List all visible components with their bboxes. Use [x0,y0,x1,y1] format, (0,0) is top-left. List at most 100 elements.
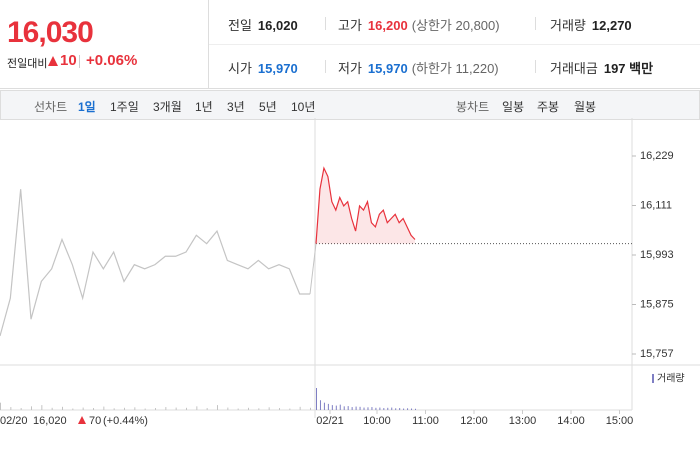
divider [535,60,536,73]
prev-change: 70 [89,415,101,427]
volume-bar [391,407,393,410]
volume-bar [124,407,125,410]
volume-bar [343,406,345,410]
stat-value: 16,020 [257,18,298,33]
x-tick-label: 10:00 [363,415,391,427]
stat-label: 고가 [338,18,362,33]
candle-tab[interactable]: 주봉 [537,100,560,114]
volume-bar [217,405,218,410]
volume-bar [20,408,22,410]
volume-bar [375,407,377,410]
volume-bar [31,406,32,410]
volume-bar [335,405,337,410]
up-icon [48,56,58,66]
tab-bar: 선차트 1일 1주일 3개월 1년 3년 5년 10년 봉차트 일봉 주봉 월봉 [0,90,700,120]
volume-bar [155,408,156,410]
stat: 거래량 12,270 [550,15,632,34]
period-tab[interactable]: 10년 [291,100,316,114]
volume-bar [227,407,229,410]
day-join [309,243,317,295]
price: 16,030 [7,16,94,49]
volume-bar [175,407,177,410]
y-tick-label: 15,757 [640,348,674,360]
divider [209,44,700,45]
change-rate: +0.06% [86,52,138,69]
x-tick-label: 15:00 [606,415,634,427]
volume-bar [144,408,146,410]
volume-bar [359,406,361,410]
stat: 거래대금 197 백만 [550,58,653,77]
stat-value: 12,270 [591,18,632,33]
volume-bar [351,407,353,410]
period-tab[interactable]: 3개월 [153,100,182,114]
volume-bar [51,407,53,410]
chart: 16,229 16,111 15,993 15,875 15,757 거래량 02/21 10… [0,118,700,427]
x-tick-label: 14:00 [557,415,585,427]
candle-tab[interactable]: 월봉 [574,100,597,114]
y-tick-label: 15,875 [640,298,674,310]
candle-tab[interactable]: 일봉 [502,100,525,114]
stat: 시가 15,970 [228,58,298,77]
divider [79,55,80,68]
volume-bar [387,407,389,410]
stat-label: 거래량 [550,18,586,33]
volume-bar [248,407,249,410]
volume-bar [339,404,341,410]
period-tab[interactable]: 1일 [78,100,96,114]
stat-label: 저가 [338,61,362,76]
volume-bar [399,408,401,410]
volume-bar [41,405,43,410]
volume-bar [206,408,208,410]
volume-bar [196,406,198,410]
x-tick-label: 02/21 [316,415,344,427]
stat-label: 시가 [228,61,252,76]
prev-change-rate: (+0.44%) [103,415,148,427]
volume-bar [379,407,381,410]
change-label: 전일대비 [7,58,48,70]
stat-value: 15,970 [367,61,408,76]
volume-bar [371,407,373,410]
volume-bar [186,407,187,410]
volume-bar [319,400,321,410]
period-tab[interactable]: 1주일 [110,100,139,114]
volume-bar [134,407,136,410]
volume-bar [258,408,260,410]
volume-bar [383,408,385,410]
volume-bar [113,408,115,410]
volume-bar [331,405,333,410]
volume-bar [395,408,397,410]
volume-bar [279,408,280,410]
volume-bar [93,408,94,410]
period-tab[interactable]: 1년 [195,100,213,114]
period-tab[interactable]: 3년 [227,100,245,114]
prev-close: 16,020 [33,415,67,427]
volume-bar [407,408,409,410]
up-icon [78,416,86,424]
quote-box: 16,030 전일대비 10 +0.06% [0,0,209,88]
volume-bar [165,407,167,410]
prev-date: 02/20 [0,415,28,427]
volume-bar [72,408,74,410]
volume-bar [289,408,291,410]
volume-bar [415,408,416,410]
stat: 고가 16,200 (상한가 20,800) [338,15,500,34]
volume-bar [327,403,329,410]
volume-bar [403,408,405,410]
x-tick-label: 13:00 [509,415,537,427]
volume-bar [411,408,413,410]
y-tick-label: 16,111 [640,199,672,211]
volume-bar [237,408,239,410]
volume-bar [347,406,349,410]
volume-bar [310,407,311,410]
y-tick-label: 15,993 [640,249,674,261]
period-tab[interactable]: 5년 [259,100,277,114]
volume-bar [323,402,325,410]
divider [325,60,326,73]
stat-value: 197 백만 [603,61,654,76]
volume-legend: 거래량 [657,373,685,385]
stat-label: 거래대금 [550,61,598,76]
tab-group-label: 선차트 [34,100,68,114]
volume-bar [367,407,369,410]
price-line [315,166,416,244]
